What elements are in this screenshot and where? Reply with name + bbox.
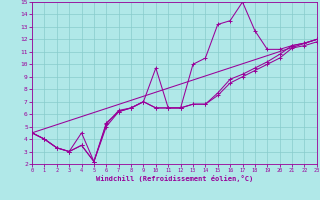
X-axis label: Windchill (Refroidissement éolien,°C): Windchill (Refroidissement éolien,°C) bbox=[96, 175, 253, 182]
